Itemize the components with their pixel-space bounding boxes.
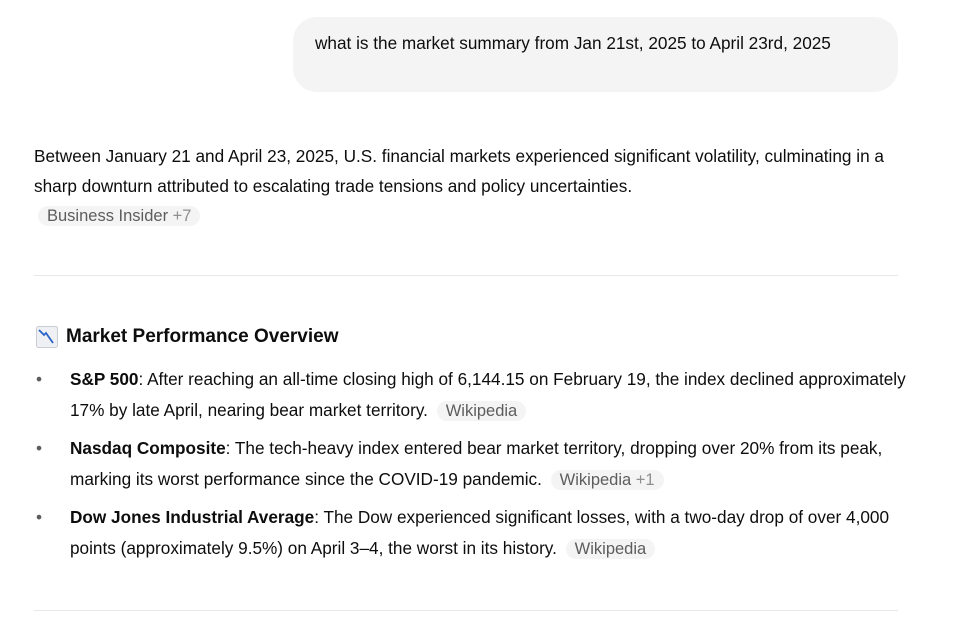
item-term: S&P 500 [70, 369, 139, 389]
section-heading: Market Performance Overview [36, 326, 338, 348]
source-name: Wikipedia [445, 401, 518, 420]
bullet: • [36, 369, 43, 389]
source-name: Business Insider [47, 207, 169, 225]
source-chip[interactable]: Wikipedia +1 [550, 469, 664, 490]
market-list: • S&P 500: After reaching an all-time clo… [36, 364, 906, 571]
source-name: Wikipedia [559, 470, 632, 489]
divider [34, 610, 898, 611]
intro-text: Between January 21 and April 23, 2025, U… [34, 146, 884, 196]
item-text: : The Dow experienced significant losses… [70, 507, 890, 558]
bullet: • [36, 507, 43, 527]
assistant-intro-paragraph: Between January 21 and April 23, 2025, U… [34, 142, 914, 231]
chart-decreasing-icon [36, 326, 58, 348]
item-term: Dow Jones Industrial Average [70, 507, 315, 527]
item-term: Nasdaq Composite [70, 438, 226, 458]
source-name: Wikipedia [574, 539, 647, 558]
source-chip[interactable]: Wikipedia [436, 400, 527, 421]
section-title: Market Performance Overview [66, 326, 339, 347]
list-item: • Nasdaq Composite: The tech-heavy index … [36, 433, 906, 494]
user-message-text: what is the market summary from Jan 21st… [315, 33, 831, 53]
list-item: • Dow Jones Industrial Average: The Dow e… [36, 502, 906, 563]
source-count: +7 [172, 207, 192, 225]
list-item: • S&P 500: After reaching an all-time clo… [36, 364, 906, 425]
source-chip-business-insider[interactable]: Business Insider +7 [38, 206, 201, 226]
source-chip[interactable]: Wikipedia [565, 538, 656, 559]
item-text: : The tech-heavy index entered bear mark… [70, 438, 883, 489]
user-message-bubble: what is the market summary from Jan 21st… [293, 17, 898, 92]
item-text: : After reaching an all-time closing hig… [70, 369, 906, 420]
bullet: • [36, 438, 43, 458]
divider [34, 275, 898, 276]
source-count: +1 [635, 470, 655, 489]
